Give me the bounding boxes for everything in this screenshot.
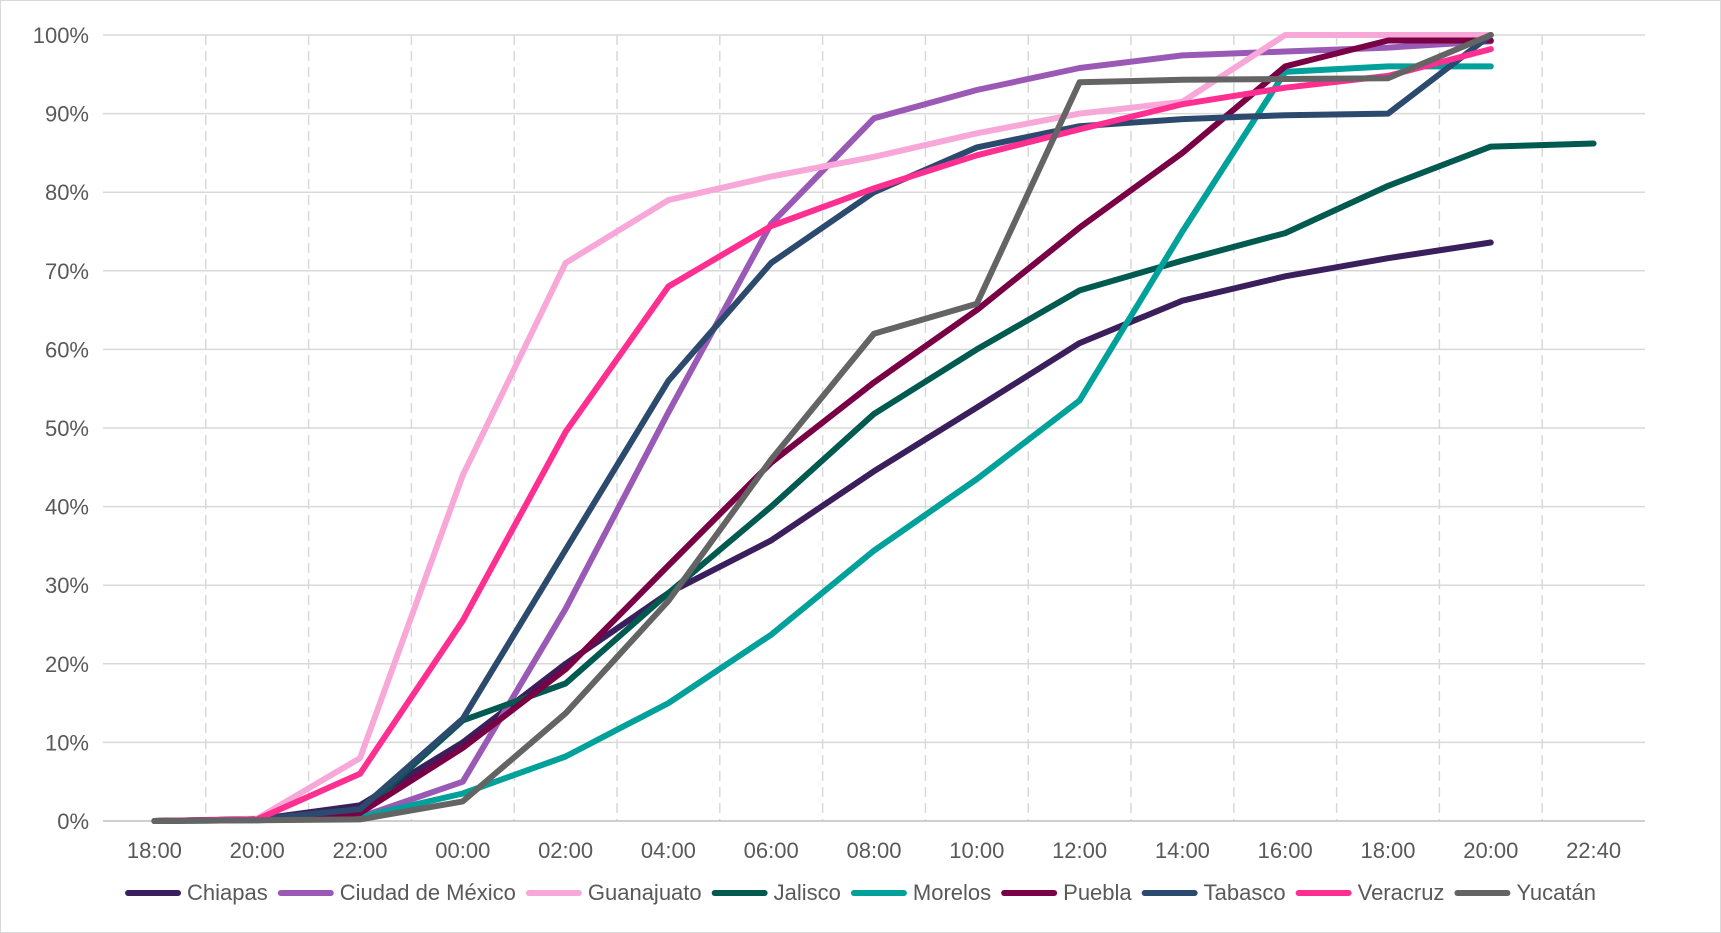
legend-label-jalisco: Jalisco [774, 880, 841, 905]
series-line-veracruz [151, 46, 1494, 824]
legend-label-morelos: Morelos [913, 880, 991, 905]
series-line-yucatan [151, 32, 1494, 824]
y-tick-label: 90% [45, 102, 89, 127]
x-tick-label: 18:00 [1360, 838, 1415, 863]
y-axis-tick-labels: 0% 10% 20% 30% 40% 50% 60% 70% 80% 90% 100% [33, 23, 89, 834]
x-tick-label: 14:00 [1155, 838, 1210, 863]
legend-label-veracruz: Veracruz [1358, 880, 1445, 905]
y-tick-label: 40% [45, 495, 89, 520]
x-tick-label: 02:00 [538, 838, 593, 863]
x-tick-label: 16:00 [1258, 838, 1313, 863]
legend-label-ciudad-de-mexico: Ciudad de México [340, 880, 516, 905]
y-tick-label: 60% [45, 337, 89, 362]
series-line-guanajuato [151, 32, 1494, 824]
x-tick-label: 00:00 [435, 838, 490, 863]
y-tick-label: 30% [45, 573, 89, 598]
y-tick-label: 0% [57, 809, 89, 834]
series-line-tabasco [151, 32, 1494, 824]
series-lines [151, 32, 1597, 824]
y-tick-label: 80% [45, 180, 89, 205]
x-tick-label: 20:00 [1463, 838, 1518, 863]
legend-label-tabasco: Tabasco [1204, 880, 1286, 905]
x-tick-label: 08:00 [846, 838, 901, 863]
legend-label-yucatan: Yucatán [1516, 880, 1596, 905]
x-tick-label: 18:00 [127, 838, 182, 863]
x-tick-label: 20:00 [230, 838, 285, 863]
x-tick-label: 04:00 [641, 838, 696, 863]
y-tick-label: 100% [33, 23, 89, 48]
y-tick-label: 20% [45, 652, 89, 677]
legend: Chiapas Ciudad de México Guanajuato Jalisco… [125, 880, 1596, 905]
x-axis-tick-labels: 18:00 20:00 22:00 00:00 02:00 04:00 06:00 08:00… [127, 838, 1621, 863]
x-tick-label: 12:00 [1052, 838, 1107, 863]
legend-label-guanajuato: Guanajuato [588, 880, 702, 905]
x-tick-label: 10:00 [949, 838, 1004, 863]
y-tick-label: 10% [45, 730, 89, 755]
legend-label-chiapas: Chiapas [187, 880, 268, 905]
x-tick-label: 22:40 [1566, 838, 1621, 863]
y-tick-label: 50% [45, 416, 89, 441]
legend-label-puebla: Puebla [1063, 880, 1132, 905]
series-line-morelos [151, 63, 1494, 824]
x-tick-label: 06:00 [744, 838, 799, 863]
x-tick-label: 22:00 [332, 838, 387, 863]
y-tick-label: 70% [45, 259, 89, 284]
